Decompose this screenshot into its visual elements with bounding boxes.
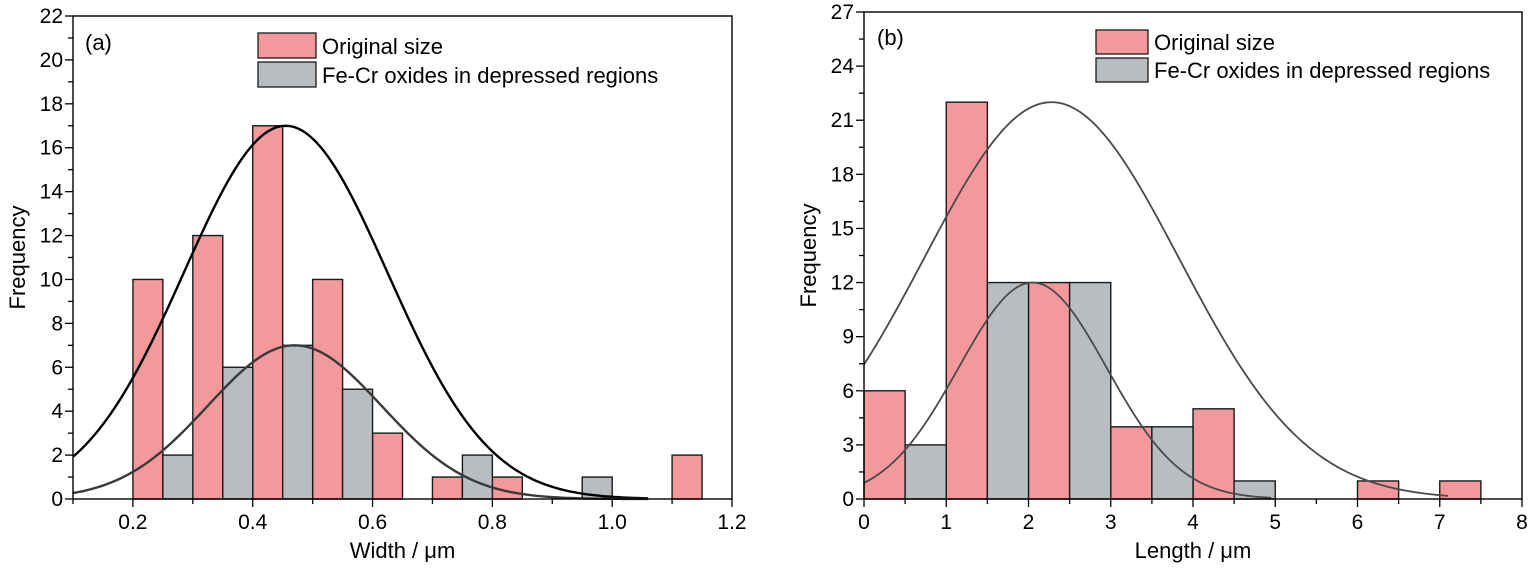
fit-curve-fe-cr-oxides — [72, 344, 649, 501]
x-tick-label: 0 — [858, 511, 870, 534]
bar-fe-cr-oxides-1 — [986, 281, 1030, 500]
bar-original-size-2 — [1027, 281, 1071, 500]
y-tick-label: 27 — [831, 1, 854, 24]
y-tick-label: 15 — [831, 217, 854, 240]
y-tick-label: 0 — [51, 488, 63, 511]
bar-original-size-4 — [371, 432, 404, 500]
legend-label: Fe-Cr oxides in depressed regions — [1154, 58, 1490, 83]
legend-label: Fe-Cr oxides in depressed regions — [322, 63, 658, 88]
y-tick-label: 6 — [842, 380, 854, 403]
bar-original-size-1 — [192, 234, 224, 500]
legend-label: Original size — [1154, 30, 1275, 55]
bar-fe-cr-oxides-3 — [341, 388, 374, 500]
x-tick-label: 4 — [1187, 511, 1199, 534]
y-tick-label: 0 — [842, 488, 854, 511]
bar-original-size-2 — [252, 125, 284, 500]
x-tick-label: 1.2 — [717, 511, 746, 534]
y-axis-label: Frequency — [5, 206, 30, 310]
bar-original-size-0 — [132, 278, 164, 500]
bar-fe-cr-oxides-0 — [162, 454, 194, 500]
bar-original-size-0 — [863, 390, 906, 500]
fit-curve-original-size — [72, 124, 649, 500]
x-tick-label: 1 — [940, 511, 952, 534]
bar-original-size-3 — [1110, 426, 1153, 500]
bar-fe-cr-oxides-1 — [222, 366, 254, 500]
x-tick-label: 2 — [1023, 511, 1035, 534]
x-tick-label: 1.0 — [598, 511, 627, 534]
x-tick-label: 0.6 — [358, 511, 387, 534]
y-tick-label: 2 — [51, 444, 63, 467]
x-tick-label: 7 — [1434, 511, 1446, 534]
legend-label: Original size — [322, 34, 443, 59]
chart-panel-a: 0.2 0.4 0.6 0.8 1.0 1.2 0 2 4 6 8 10 12 14 16 18 20 22 Wid… — [5, 5, 747, 563]
y-tick-label: 24 — [831, 55, 855, 78]
y-tick-label: 9 — [842, 326, 854, 349]
y-tick-label: 10 — [40, 268, 63, 291]
y-tick-label: 14 — [40, 181, 64, 204]
y-tick-label: 6 — [51, 356, 63, 379]
x-tick-label: 6 — [1352, 511, 1364, 534]
y-tick-label: 12 — [40, 225, 63, 248]
y-tick-label: 12 — [831, 272, 854, 295]
bar-original-size-5 — [431, 476, 464, 500]
bar-original-size-4 — [1192, 408, 1235, 500]
legend: Original size Fe-Cr oxides in depressed r… — [257, 32, 658, 88]
y-tick-label: 3 — [842, 434, 854, 457]
x-tick-label: 8 — [1516, 511, 1528, 534]
panel-label: (a) — [85, 30, 112, 55]
x-tick-label: 3 — [1105, 511, 1117, 534]
bar-fe-cr-oxides-2 — [281, 344, 314, 500]
bar-original-size-1 — [945, 101, 989, 500]
legend-swatch-original-size — [1095, 29, 1149, 55]
x-tick-label: 0.4 — [238, 511, 268, 534]
y-tick-label: 16 — [40, 137, 63, 160]
y-axis-label: Frequency — [796, 204, 821, 308]
legend-swatch-fe-cr-oxides — [257, 61, 317, 88]
bar-original-size-3 — [311, 278, 344, 500]
y-tick-label: 8 — [51, 312, 63, 335]
bar-fe-cr-oxides-0 — [904, 444, 947, 500]
y-tick-label: 22 — [40, 5, 63, 28]
panel-label: (b) — [877, 25, 904, 50]
fit-curve-original-size — [863, 101, 1449, 497]
bar-original-size-7 — [671, 454, 703, 500]
y-tick-label: 18 — [831, 163, 854, 186]
legend: Original size Fe-Cr oxides in depressed r… — [1095, 29, 1490, 83]
y-tick-label: 4 — [51, 400, 63, 423]
y-tick-label: 20 — [40, 49, 63, 72]
y-tick-label: 21 — [831, 109, 854, 132]
x-axis-label: Length / μm — [1135, 538, 1252, 563]
x-tick-label: 0.2 — [118, 511, 147, 534]
legend-swatch-fe-cr-oxides — [1095, 57, 1149, 83]
x-tick-label: 5 — [1269, 511, 1281, 534]
y-tick-label: 18 — [40, 93, 63, 116]
fit-curve-fe-cr-oxides — [863, 281, 1272, 499]
x-axis-label: Width / μm — [350, 538, 456, 563]
legend-swatch-original-size — [257, 32, 317, 59]
x-tick-label: 0.8 — [478, 511, 507, 534]
